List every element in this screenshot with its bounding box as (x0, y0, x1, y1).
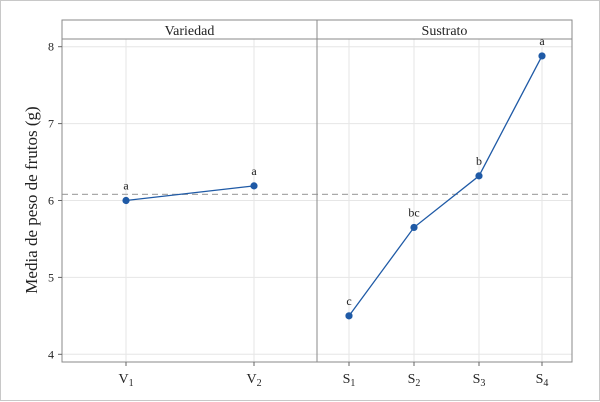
x-tick-label: S1 (343, 372, 356, 389)
significance-letter: a (251, 164, 257, 178)
significance-letter: b (476, 154, 482, 168)
data-point (538, 52, 546, 60)
panel-border (316, 38, 573, 363)
x-tick-label: S2 (408, 372, 421, 389)
x-tick-label: V2 (246, 372, 261, 389)
y-tick-label: 5 (48, 270, 54, 284)
significance-letter: a (539, 34, 545, 48)
significance-letter: c (346, 294, 351, 308)
series-line (348, 55, 543, 317)
y-axis-label: Media de peso de frutos (g) (22, 106, 41, 293)
data-point (122, 196, 130, 205)
data-point (475, 172, 483, 180)
x-tick-label: V1 (118, 372, 133, 389)
data-point (345, 312, 353, 320)
y-tick-label: 6 (48, 194, 54, 208)
panel-strip-label: Variedad (165, 24, 215, 39)
series-line (125, 185, 255, 202)
y-tick-label: 8 (48, 40, 54, 54)
x-tick-label: S4 (536, 372, 549, 389)
y-tick-label: 4 (48, 347, 54, 361)
data-point (250, 182, 258, 190)
x-tick-label: S3 (473, 372, 486, 389)
significance-letter: a (123, 179, 129, 193)
panel-strip-label: Sustrato (422, 24, 468, 39)
significance-letter: bc (408, 205, 419, 219)
data-point (410, 223, 418, 232)
y-tick-label: 7 (48, 117, 54, 131)
